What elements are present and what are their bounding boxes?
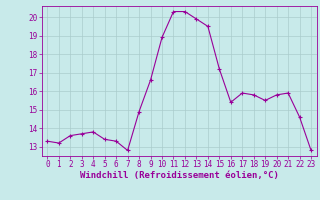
X-axis label: Windchill (Refroidissement éolien,°C): Windchill (Refroidissement éolien,°C) bbox=[80, 171, 279, 180]
